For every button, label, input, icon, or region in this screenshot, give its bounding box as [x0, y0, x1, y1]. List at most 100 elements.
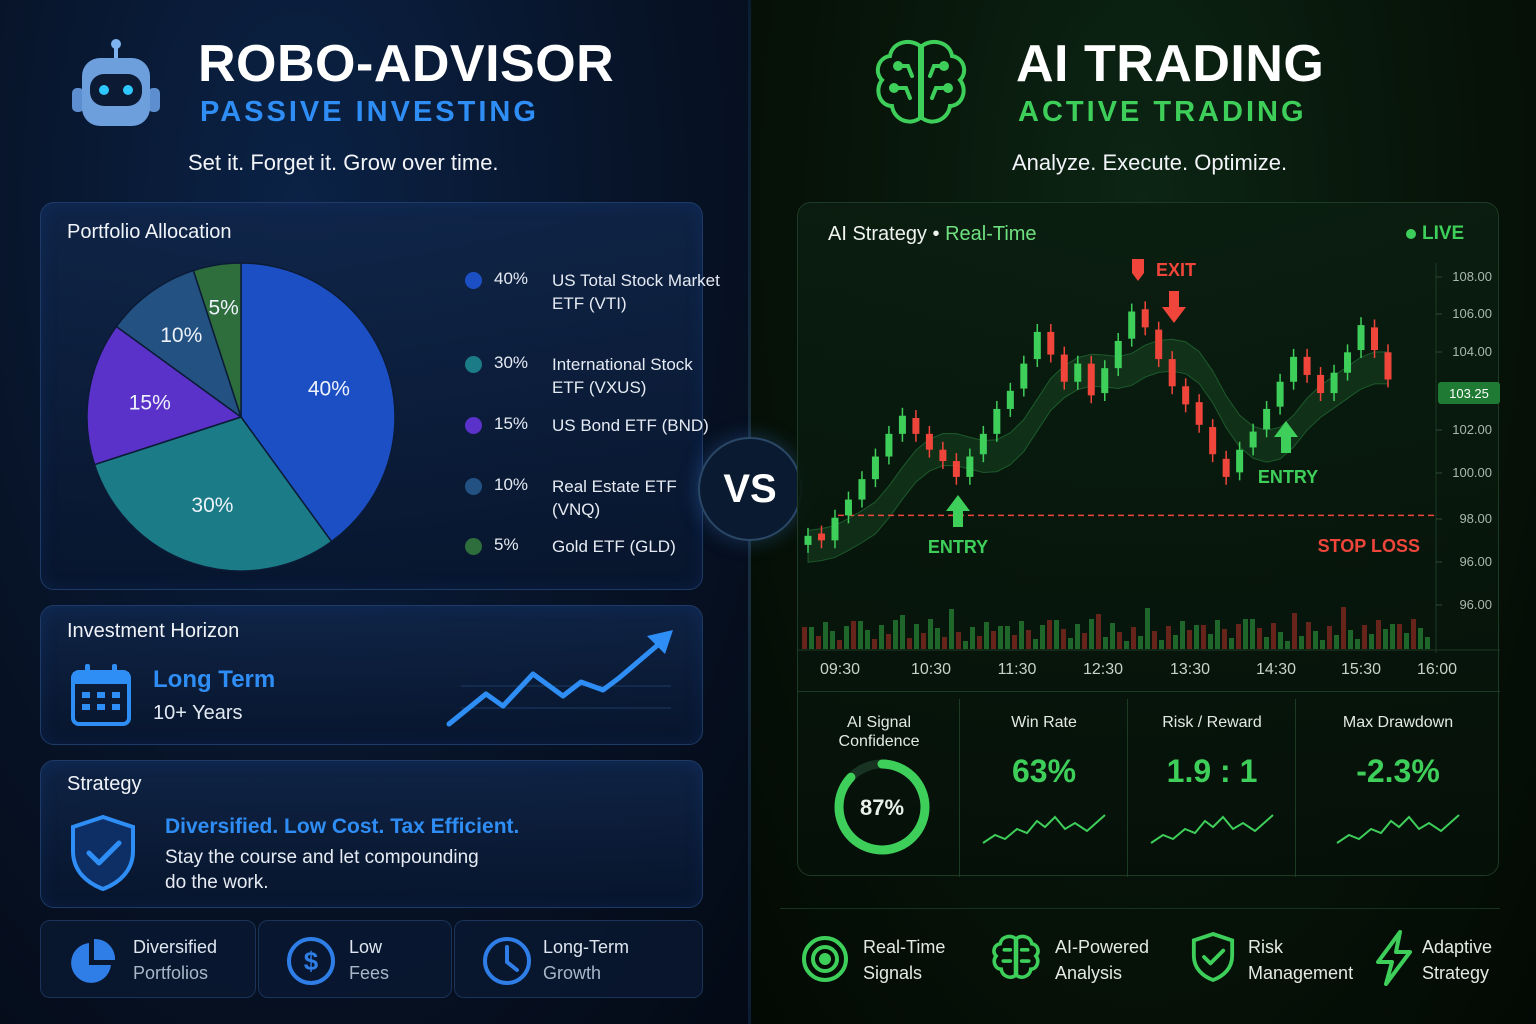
feature-real-time-line1: Real-Time: [863, 937, 946, 957]
volume-bar: [802, 627, 807, 649]
volume-bar: [1159, 640, 1164, 649]
legend-name-vxus: International Stock ETF (VXUS): [552, 355, 693, 397]
volume-bar: [823, 622, 828, 649]
sparkline-line: [1150, 814, 1274, 844]
pie-label-vti: 40%: [308, 377, 350, 400]
volume-bar: [879, 625, 884, 649]
volume-bar: [1082, 633, 1087, 649]
legend-item-vti: 40% US Total Stock Market ETF (VTI): [465, 269, 725, 339]
feature-adaptive-line1: Adaptive: [1422, 937, 1493, 957]
candle-body: [1344, 352, 1352, 373]
feature-real-time-signals: Real-Time Signals: [863, 934, 945, 986]
candle-body: [1249, 431, 1257, 448]
candle-body: [1209, 427, 1217, 455]
volume-bar: [1411, 619, 1416, 649]
volume-bar: [1096, 614, 1101, 649]
volume-bar: [816, 636, 821, 649]
x-tick-label: 11:30: [998, 661, 1037, 678]
volume-bar: [1229, 638, 1234, 649]
volume-bar: [1138, 636, 1143, 649]
volume-bar: [830, 631, 835, 649]
feature-long-term-line1: Long-Term: [543, 937, 630, 957]
x-tick-label: 15:30: [1341, 661, 1381, 678]
legend-dot-vti: [465, 272, 482, 289]
pie-chart-icon: [67, 937, 117, 992]
right-features-divider: [780, 908, 1500, 909]
volume-bar: [1390, 624, 1395, 649]
horizon-detail: 10+ Years: [153, 702, 243, 724]
volume-bar: [1033, 639, 1038, 649]
risk-shield-check-icon: [1190, 930, 1236, 989]
legend-name-vnq: Real Estate ETF (VNQ): [552, 477, 677, 519]
x-tick-label: 09:30: [820, 661, 860, 678]
brain-icon: [990, 932, 1042, 989]
volume-bar: [1005, 626, 1010, 649]
candle-body: [885, 433, 893, 457]
volume-bar: [984, 622, 989, 649]
volume-bar: [1054, 620, 1059, 649]
candle-body: [993, 408, 1001, 434]
exit-label: EXIT: [1156, 260, 1196, 280]
legend-pct-gld: 5%: [494, 535, 519, 554]
volume-bar: [1222, 629, 1227, 649]
ai-strategy-title-text: AI Strategy: [828, 223, 927, 245]
candle-body: [952, 461, 960, 477]
volume-bar: [991, 631, 996, 649]
trend-up-arrow-icon: [441, 626, 681, 736]
feature-low-fees: $ Low Fees: [258, 920, 452, 998]
volume-bar: [1012, 635, 1017, 649]
strategy-headline: Diversified. Low Cost. Tax Efficient.: [165, 815, 520, 838]
volume-bar: [1278, 632, 1283, 649]
legend-pct-bnd: 15%: [494, 414, 529, 433]
volume-bar: [1201, 625, 1206, 649]
stat-value-max-drawdown: -2.3%: [1356, 753, 1440, 789]
pie-slice-gld: [192, 262, 242, 418]
robot-icon: [68, 36, 164, 132]
volume-bar: [928, 619, 933, 649]
y-tick-label: 96.00: [1459, 554, 1492, 569]
left-subtitle: PASSIVE INVESTING: [200, 96, 539, 128]
feature-low-fees-line2: Fees: [349, 963, 390, 983]
candle-body: [1101, 368, 1109, 394]
gauge-fill: [834, 759, 930, 855]
horizon-value: Long Term: [153, 666, 276, 693]
volume-bar: [935, 628, 940, 649]
entry-label-1: ENTRY: [928, 537, 988, 557]
candle-body: [817, 533, 825, 541]
ai-strategy-panel: AI Strategy • Real-Time LIVE 108.00 106.0…: [797, 202, 1500, 877]
y-tick-label: 102.00: [1452, 422, 1492, 437]
feature-adaptive-strategy: Adaptive Strategy: [1422, 934, 1492, 986]
volume-bar: [886, 634, 891, 649]
x-tick-label: 16:00: [1417, 661, 1457, 678]
dollar-icon: $: [285, 935, 337, 992]
strategy-title: Strategy: [67, 773, 142, 795]
sparkline-line: [982, 814, 1106, 844]
current-price-label: 103.25: [1449, 386, 1489, 401]
legend-item-gld: 5% Gold ETF (GLD): [465, 535, 725, 605]
volume-bar: [1166, 626, 1171, 649]
feature-risk-management: Risk Management: [1248, 934, 1353, 986]
volume-bar: [1348, 630, 1353, 649]
moving-average-band: [807, 338, 1389, 563]
legend-dot-vnq: [465, 478, 482, 495]
volume-bar: [1271, 623, 1276, 649]
x-tick-label: 10:30: [911, 661, 951, 678]
volume-bar: [1145, 608, 1150, 649]
stat-title-max-drawdown: Max Drawdown: [1342, 714, 1454, 731]
volume-bar: [907, 638, 912, 649]
candle-body: [1290, 356, 1298, 382]
shield-check-icon: [67, 813, 139, 893]
volume-bar: [1362, 625, 1367, 649]
stat-max-drawdown: Max Drawdown -2.3%: [1296, 699, 1500, 877]
volume-bar: [1327, 626, 1332, 649]
stat-risk-reward: Risk / Reward 1.9 : 1: [1128, 699, 1296, 877]
candle-body: [1222, 458, 1230, 477]
legend-dot-bnd: [465, 417, 482, 434]
candle-body: [1047, 331, 1055, 355]
volume-bar: [1075, 624, 1080, 649]
sparkline-risk-reward: [1150, 814, 1274, 844]
target-icon: [800, 934, 850, 989]
brain-circuit-icon: [870, 36, 972, 132]
volume-bar: [851, 621, 856, 649]
pie-slice-vti: [240, 262, 396, 543]
